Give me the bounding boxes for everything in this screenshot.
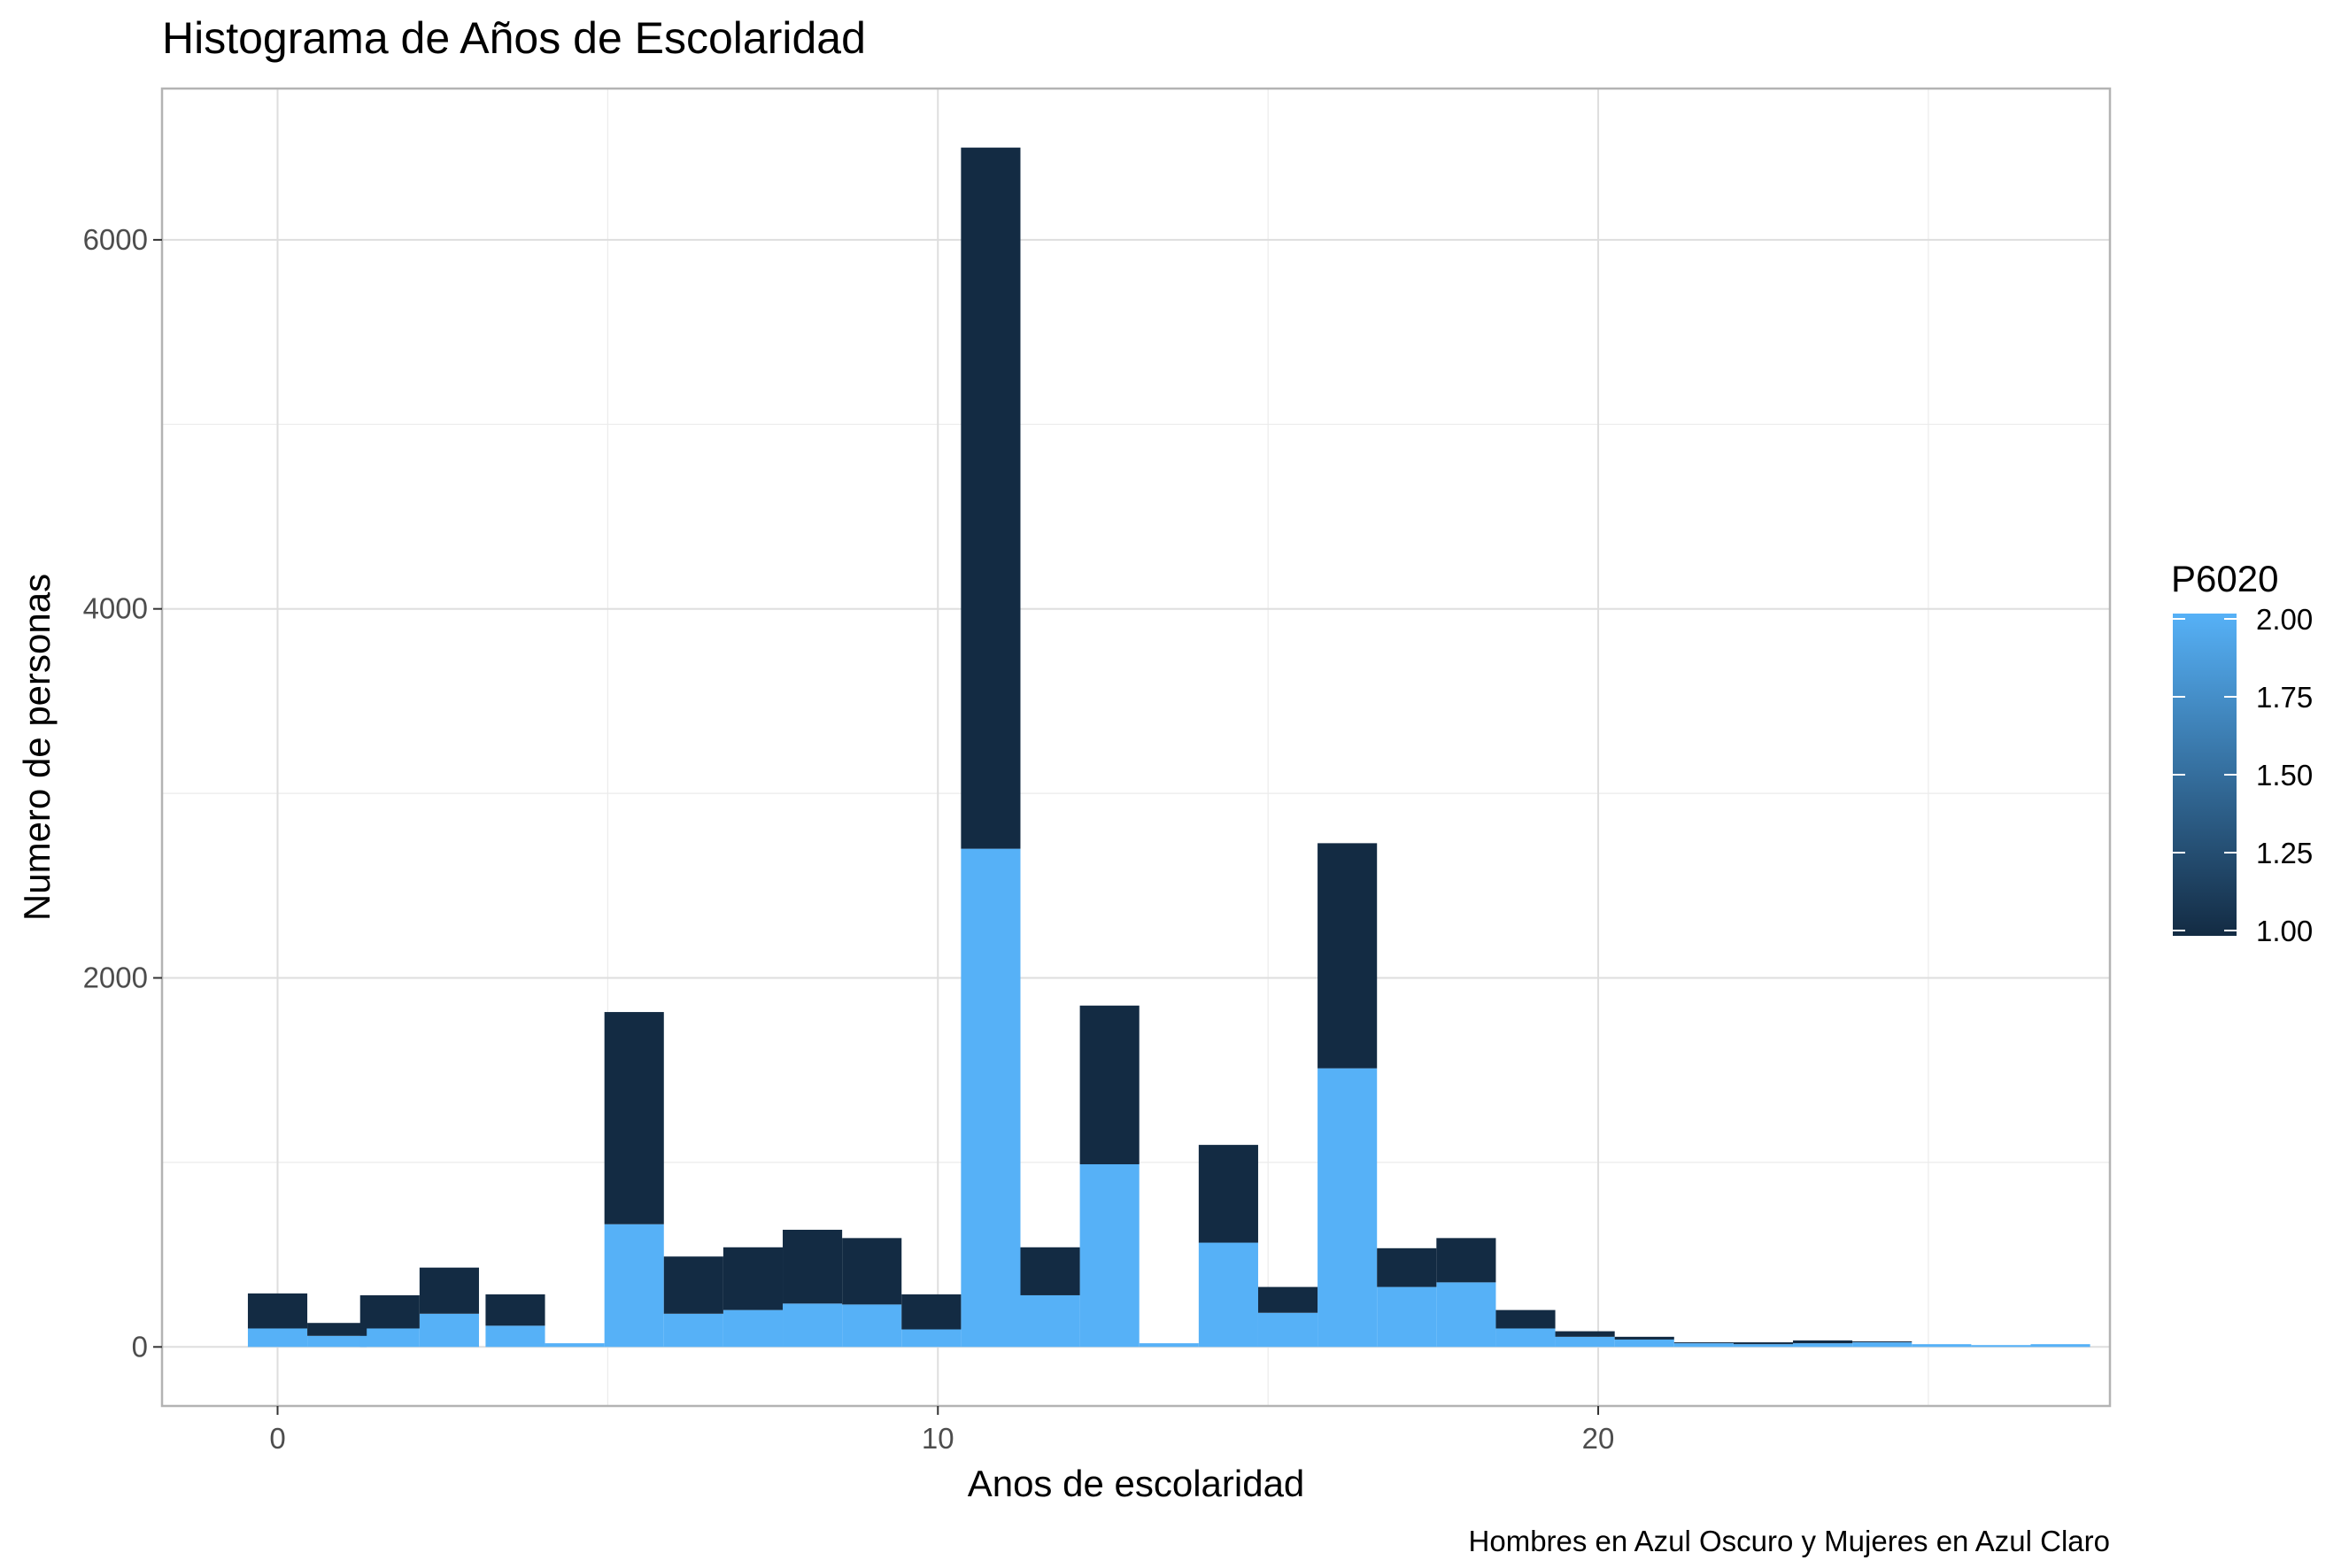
bar-men: [842, 1238, 902, 1305]
y-axis-label: Numero de personas: [16, 574, 58, 921]
bar-women: [419, 1313, 479, 1348]
bar-men: [1436, 1238, 1496, 1283]
bar-men: [1257, 1286, 1318, 1313]
bars-women: [247, 848, 2090, 1348]
legend-ticks: 2.00 1.75 1.50 1.25 1.00: [2173, 603, 2313, 947]
bar-men: [247, 1293, 308, 1329]
x-tick-label: 20: [1582, 1422, 1615, 1455]
x-tick-label: 0: [269, 1422, 285, 1455]
bar-women: [1793, 1343, 1853, 1348]
chart-title: Histograma de Años de Escolaridad: [162, 13, 866, 63]
bar-women: [1555, 1336, 1615, 1348]
bar-men: [1793, 1340, 1853, 1344]
bar-women: [2030, 1344, 2090, 1348]
legend-tick-label: 2.00: [2256, 603, 2313, 636]
bar-women: [604, 1224, 664, 1348]
bar-women: [1614, 1339, 1674, 1348]
bar-women: [1673, 1343, 1734, 1348]
bar-men: [1198, 1145, 1258, 1243]
bar-women: [247, 1328, 308, 1348]
bars-men: [247, 147, 1912, 1345]
bar-men: [722, 1247, 784, 1310]
bar-women: [1317, 1068, 1378, 1348]
bar-women: [1436, 1282, 1496, 1348]
bar-women: [1912, 1344, 1972, 1348]
x-axis-ticks: 0 10 20: [269, 1406, 1614, 1455]
bar-men: [1673, 1342, 1734, 1344]
bar-men: [1733, 1342, 1794, 1345]
bar-women: [545, 1343, 605, 1348]
bar-men: [1555, 1331, 1615, 1337]
y-tick-label: 6000: [83, 223, 148, 256]
bar-women: [1198, 1242, 1258, 1348]
y-tick-label: 2000: [83, 962, 148, 994]
bar-men: [783, 1229, 843, 1304]
bar-women: [842, 1304, 902, 1348]
bar-men: [1020, 1247, 1080, 1295]
bar-women: [1079, 1163, 1140, 1348]
legend-tick-label: 1.75: [2256, 681, 2313, 714]
bar-women: [961, 848, 1021, 1348]
bar-women: [783, 1303, 843, 1348]
bar-women: [485, 1325, 545, 1348]
bar-women: [663, 1313, 723, 1348]
bar-men: [1495, 1309, 1556, 1329]
bar-men: [604, 1012, 664, 1224]
bar-men: [1852, 1341, 1912, 1343]
legend-tick-label: 1.00: [2256, 915, 2313, 947]
y-axis-ticks: 0 2000 4000 6000: [83, 223, 162, 1363]
bar-men: [1317, 843, 1378, 1069]
bar-men: [359, 1294, 420, 1329]
x-axis-label: Anos de escolaridad: [968, 1463, 1305, 1504]
legend-tick-label: 1.25: [2256, 837, 2313, 869]
bar-women: [307, 1335, 367, 1348]
bar-women: [1495, 1328, 1556, 1348]
bar-men: [485, 1294, 545, 1326]
bar-men: [419, 1267, 479, 1314]
chart-caption: Hombres en Azul Oscuro y Mujeres en Azul…: [1469, 1525, 2110, 1557]
bar-women: [1139, 1343, 1199, 1348]
y-tick-label: 0: [132, 1330, 148, 1363]
bar-women: [1971, 1345, 2031, 1348]
legend-title: P6020: [2171, 558, 2278, 599]
bar-women: [1852, 1342, 1912, 1348]
legend-tick-label: 1.50: [2256, 759, 2313, 792]
bar-men: [663, 1256, 723, 1314]
bar-women: [901, 1329, 962, 1348]
bar-men: [307, 1323, 367, 1336]
plot-panel-border: [160, 87, 2112, 1408]
bar-men: [1377, 1247, 1437, 1287]
bar-women: [1020, 1294, 1080, 1348]
legend: P6020 2.00 1.75 1.50 1.25 1.00: [2171, 558, 2313, 947]
bar-men: [1614, 1336, 1674, 1340]
bar-women: [1257, 1312, 1318, 1348]
y-tick-label: 4000: [83, 592, 148, 625]
bar-men: [1079, 1005, 1140, 1164]
bar-men: [961, 147, 1021, 849]
bar-women: [1377, 1286, 1437, 1348]
bar-women: [359, 1328, 420, 1348]
x-tick-label: 10: [922, 1422, 954, 1455]
bar-women: [722, 1309, 784, 1348]
bar-women: [1733, 1344, 1794, 1348]
bar-men: [901, 1294, 962, 1330]
